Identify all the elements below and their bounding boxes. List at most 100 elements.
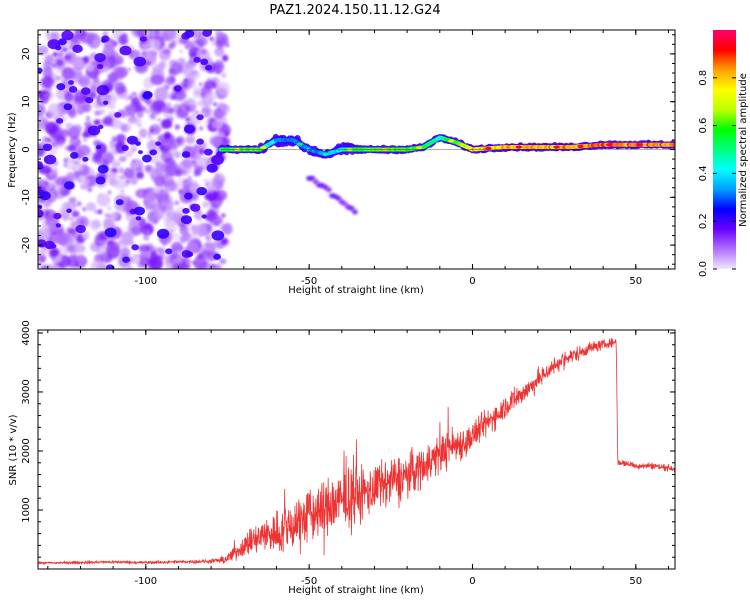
noise-blob [210, 136, 223, 146]
noise-blob [41, 75, 54, 89]
noise-blob [56, 231, 71, 245]
noise-peak [180, 215, 193, 225]
noise-blob [71, 210, 80, 218]
noise-blob [99, 109, 106, 115]
noise-peak [38, 67, 43, 74]
noise-blob [46, 92, 55, 100]
x-tick-label: 0 [469, 276, 475, 287]
noise-blob [64, 92, 74, 103]
tail-blob [325, 187, 332, 193]
spectrogram-xlabel: Height of straight line (km) [288, 285, 424, 296]
noise-blob [199, 82, 203, 87]
noise-blob [161, 118, 173, 129]
tail-blob [309, 175, 316, 181]
noise-blob [179, 224, 189, 236]
noise-peak [55, 223, 61, 228]
noise-blob [63, 157, 69, 164]
noise-blob [119, 189, 126, 194]
noise-peak [206, 163, 218, 173]
noise-blob [106, 206, 112, 211]
noise-peak [122, 256, 130, 263]
noise-blob [186, 42, 193, 48]
noise-blob [197, 40, 204, 48]
ridge-peak [553, 145, 560, 149]
noise-blob [175, 109, 189, 119]
noise-blob [82, 32, 87, 36]
noise-peak [61, 30, 74, 41]
colorbar-bar [713, 30, 736, 269]
noise-blob [215, 30, 222, 38]
noise-peak [155, 141, 161, 146]
tail-blob [312, 179, 319, 185]
noise-blob [220, 72, 227, 79]
noise-blob [167, 78, 174, 85]
x-tick-label: -50 [301, 276, 317, 287]
noise-blob [216, 81, 230, 97]
noise-blob [38, 104, 46, 118]
y-tick-label: -20 [21, 237, 32, 253]
noise-blob [85, 115, 91, 122]
noise-blob [44, 208, 49, 214]
snr-panel: -100 -50 0 50 1000 2000 3000 4000 Height of str… [8, 320, 676, 596]
noise-blob [68, 197, 77, 203]
noise-blob [154, 208, 165, 220]
noise-peak [196, 138, 204, 145]
noise-blob [194, 110, 199, 113]
noise-peak [201, 214, 207, 219]
noise-blob [114, 67, 128, 79]
noise-blob [130, 176, 138, 185]
noise-blob [130, 159, 144, 172]
noise-blob [209, 203, 220, 216]
figure-title: PAZ1.2024.150.11.12.G24 [269, 3, 440, 18]
ridge-peak [515, 145, 523, 149]
noise-blob [127, 265, 133, 269]
noise-peak [68, 80, 74, 85]
noise-blob [175, 137, 182, 143]
noise-blob [132, 159, 136, 163]
noise-blob [218, 37, 226, 45]
noise-blob [123, 114, 128, 119]
noise-peak [203, 148, 213, 156]
noise-peak [95, 176, 106, 185]
ridge-peak [606, 143, 613, 147]
noise-blob [94, 110, 102, 116]
noise-blob [38, 123, 45, 132]
noise-peak [186, 251, 194, 258]
noise-blob [150, 74, 165, 86]
noise-blob [67, 46, 72, 51]
noise-blob [157, 247, 162, 252]
noise-blob [167, 142, 174, 148]
noise-blob [42, 66, 53, 79]
noise-peak [43, 154, 57, 165]
noise-blob [174, 124, 181, 130]
noise-blob [97, 209, 103, 215]
noise-blob [147, 30, 160, 41]
noise-blob [120, 247, 131, 258]
noise-blob [196, 154, 200, 159]
noise-blob [41, 118, 48, 126]
noise-peak [156, 228, 170, 239]
snr-frame [37, 329, 676, 570]
noise-peak [104, 227, 117, 238]
noise-peak [66, 208, 72, 213]
noise-blob [108, 145, 115, 152]
noise-blob [125, 179, 131, 184]
noise-blob [145, 109, 150, 114]
noise-peak [95, 144, 102, 150]
noise-blob [38, 254, 47, 263]
noise-blob [164, 222, 178, 233]
noise-peak [72, 44, 83, 54]
colorbar-label: Normalized spectral amplitude [738, 73, 749, 227]
noise-blob [163, 161, 177, 177]
x-tick-label: -100 [134, 576, 157, 587]
noise-blob [38, 262, 42, 268]
noise-blob [145, 229, 151, 234]
noise-blob [198, 47, 207, 55]
ridge-peak [322, 152, 330, 156]
noise-peak [205, 64, 213, 71]
noise-blob [97, 192, 102, 198]
noise-peak [55, 45, 62, 51]
noise-blob [166, 216, 173, 223]
noise-blob [43, 54, 55, 66]
